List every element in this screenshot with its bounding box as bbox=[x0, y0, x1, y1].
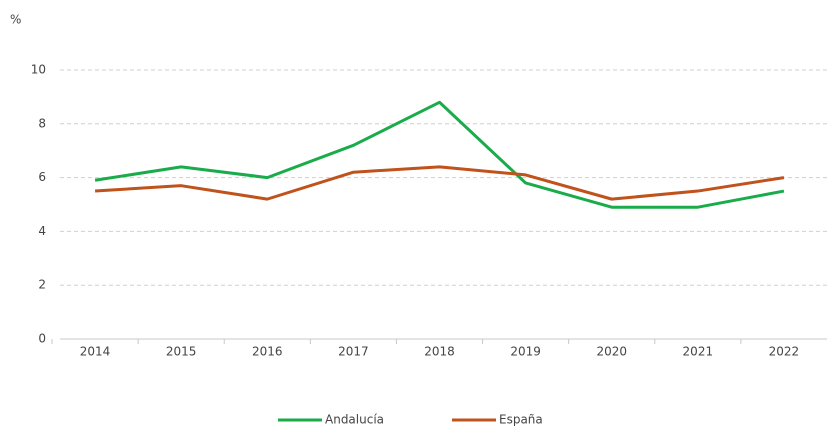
y-tick-label: 6 bbox=[38, 170, 46, 184]
x-tick-label: 2014 bbox=[80, 345, 111, 359]
legend-label: Andalucía bbox=[325, 413, 384, 426]
y-tick-label: 8 bbox=[38, 116, 46, 130]
x-tick-label: 2021 bbox=[683, 345, 714, 359]
y-tick-label: 10 bbox=[31, 63, 46, 77]
x-tick-label: 2018 bbox=[424, 345, 455, 359]
x-tick-label: 2020 bbox=[596, 345, 627, 359]
legend-label: España bbox=[499, 413, 543, 426]
series-line bbox=[94, 100, 785, 209]
x-tick-label: 2022 bbox=[769, 345, 800, 359]
y-tick-label: 4 bbox=[38, 224, 46, 238]
series-line bbox=[94, 165, 785, 201]
y-tick-label: 2 bbox=[38, 278, 46, 292]
y-tick-label: 0 bbox=[38, 332, 46, 346]
y-axis-label: % bbox=[10, 13, 21, 27]
x-tick-label: 2016 bbox=[252, 345, 283, 359]
x-tick-label: 2019 bbox=[510, 345, 541, 359]
x-tick-label: 2017 bbox=[338, 345, 369, 359]
x-tick-label: 2015 bbox=[166, 345, 197, 359]
